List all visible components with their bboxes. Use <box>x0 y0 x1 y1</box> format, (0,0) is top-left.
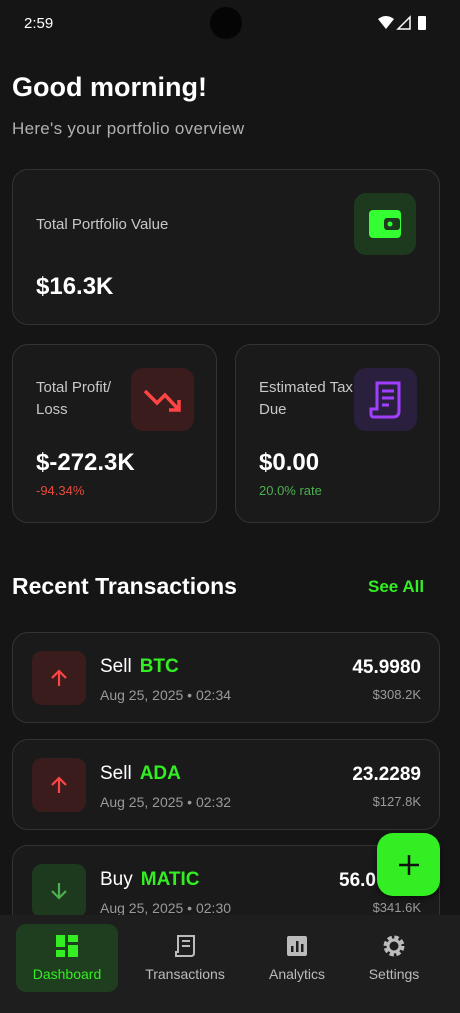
status-time: 2:59 <box>24 15 54 32</box>
card-sub: -94.34% <box>36 483 85 498</box>
transaction-amount: 45.9980 <box>352 657 421 678</box>
transaction-amount: 23.2289 <box>352 763 421 785</box>
nav-icon <box>382 934 406 958</box>
transaction-card[interactable]: Buy MATIC Aug 25, 2025 • 02:30 56.0 $341.6K <box>12 845 440 915</box>
nav-item[interactable]: Dashboard <box>16 924 118 992</box>
transaction-list: Sell BTC Aug 25, 2025 • 02:34 45.9980 $308.2… <box>12 632 440 915</box>
transaction-title: Sell BTC <box>100 656 179 678</box>
receipt-icon <box>354 368 417 431</box>
nav-label: Dashboard <box>32 966 102 982</box>
buy-icon <box>32 864 86 915</box>
greeting-title: Good morning! <box>12 72 207 102</box>
card-label: Total Profit/ Loss <box>36 379 112 418</box>
nav-item[interactable]: Analytics <box>246 924 348 992</box>
greeting-subtitle: Here's your portfolio overview <box>12 119 245 138</box>
nav-item[interactable]: Settings <box>343 924 445 992</box>
card-value: $-272.3K <box>36 449 135 476</box>
nav-label: Settings <box>368 966 420 982</box>
status-icons <box>378 15 426 30</box>
nav-icon <box>173 934 197 958</box>
transaction-asset: MATIC <box>140 869 200 890</box>
transaction-date: Aug 25, 2025 • 02:32 <box>100 793 232 810</box>
nav-icon <box>285 934 309 958</box>
see-all-link[interactable]: See All <box>368 577 425 596</box>
wallet-icon <box>354 193 416 255</box>
card-label: Total Portfolio Value <box>36 216 169 233</box>
tax-card[interactable]: Estimated Tax Due $0.00 20.0% rate <box>235 344 440 523</box>
camera <box>210 7 242 39</box>
transaction-type: Buy <box>100 869 133 890</box>
add-button[interactable] <box>377 833 440 896</box>
transaction-date: Aug 25, 2025 • 02:30 <box>100 900 232 915</box>
transaction-card[interactable]: Sell ADA Aug 25, 2025 • 02:32 23.2289 $127.8… <box>12 738 440 830</box>
profit-card[interactable]: Total Profit/ Loss $-272.3K -94.34% <box>12 344 217 523</box>
nav-icon <box>55 934 79 958</box>
nav-item[interactable]: Transactions <box>134 924 236 992</box>
sell-icon <box>32 651 86 705</box>
card-value: $16.3K <box>36 273 114 300</box>
transaction-type: Sell <box>100 656 132 677</box>
card-value: $0.00 <box>259 449 320 476</box>
nav-label: Transactions <box>145 966 225 982</box>
transaction-value: $308.2K <box>372 687 421 702</box>
transaction-asset: BTC <box>139 656 179 677</box>
transaction-date: Aug 25, 2025 • 02:34 <box>100 687 232 703</box>
transaction-title: Buy MATIC <box>100 869 200 891</box>
transaction-title: Sell ADA <box>100 763 181 785</box>
transaction-value: $341.6K <box>372 900 421 915</box>
transaction-value: $127.8K <box>372 793 421 809</box>
sell-icon <box>32 757 86 812</box>
transaction-asset: ADA <box>139 762 181 784</box>
transaction-card[interactable]: Sell BTC Aug 25, 2025 • 02:34 45.9980 $308.2… <box>12 632 440 723</box>
trend-down-icon <box>131 368 194 431</box>
card-label: Estimated Tax Due <box>259 379 353 418</box>
transaction-amount: 56.0 <box>339 870 376 891</box>
card-sub: 20.0% rate <box>259 483 322 498</box>
transaction-type: Sell <box>100 762 132 784</box>
portfolio-card[interactable]: Total Portfolio Value $16.3K <box>12 169 440 325</box>
nav-label: Analytics <box>268 966 326 982</box>
section-title: Recent Transactions <box>12 573 237 599</box>
